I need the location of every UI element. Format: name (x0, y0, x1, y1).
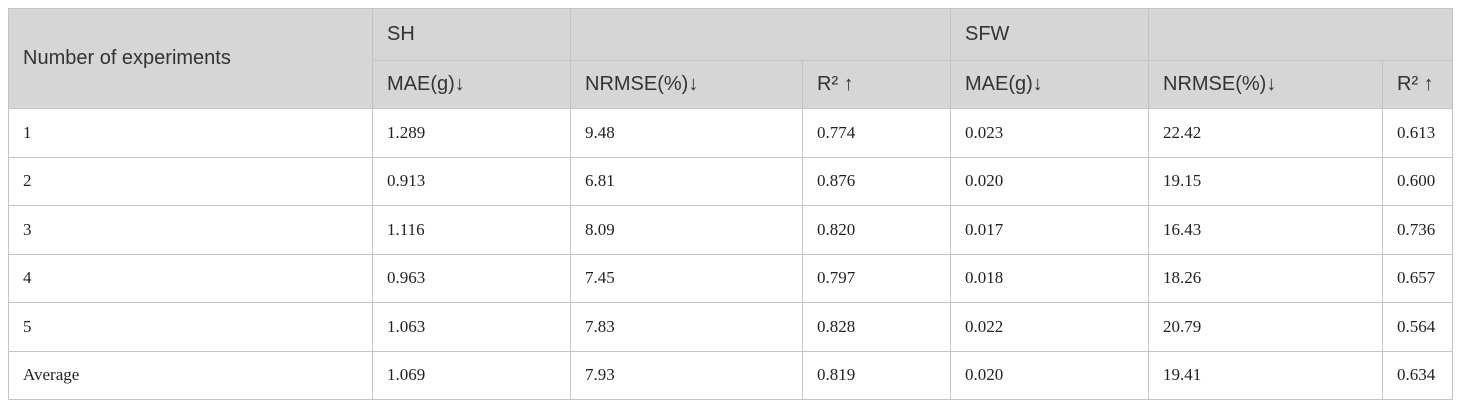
table-cell: 0.876 (802, 156, 951, 206)
table-cell: 19.41 (1148, 350, 1383, 400)
table-cell: 0.017 (950, 205, 1149, 255)
column-header: NRMSE(%)↓ (570, 60, 803, 109)
column-header: R² ↑ (802, 60, 951, 109)
table-cell: 18.26 (1148, 253, 1383, 303)
table-cell: 0.020 (950, 156, 1149, 206)
table-cell: 0.736 (1382, 205, 1453, 255)
table-body: 1 1.289 9.48 0.774 0.023 22.42 0.613 2 0.913 6.81… (8, 108, 1453, 400)
column-header: R² ↑ (1382, 60, 1453, 109)
table-cell: 0.819 (802, 350, 951, 400)
table-row: 5 1.063 7.83 0.828 0.022 20.79 0.564 (8, 302, 1453, 352)
table-cell: 1.116 (372, 205, 571, 255)
table-cell: 7.83 (570, 302, 803, 352)
header-cell: Number of experiments (8, 8, 373, 109)
table-cell: 0.913 (372, 156, 571, 206)
column-header: MAE(g)↓ (950, 60, 1149, 109)
table-cell: 0.657 (1382, 253, 1453, 303)
table-row: 2 0.913 6.81 0.876 0.020 19.15 0.600 (8, 156, 1453, 206)
table-row: 4 0.963 7.45 0.797 0.018 18.26 0.657 (8, 253, 1453, 303)
table-cell: 0.022 (950, 302, 1149, 352)
table-cell: 1.063 (372, 302, 571, 352)
header-cell: SFW (950, 8, 1149, 61)
table-cell: 20.79 (1148, 302, 1383, 352)
column-header: MAE(g)↓ (372, 60, 571, 109)
table-cell: 4 (8, 253, 373, 303)
table-cell: 1.069 (372, 350, 571, 400)
table-row: Average 1.069 7.93 0.819 0.020 19.41 0.634 (8, 350, 1453, 400)
table-cell: 0.797 (802, 253, 951, 303)
table-cell: Average (8, 350, 373, 400)
header-row: Number of experiments SH SFW (8, 8, 1453, 109)
results-table: Number of experiments SH SFW MAE(g)↓ NRMS… (8, 8, 1453, 400)
table-cell: 0.613 (1382, 108, 1453, 158)
table-cell: 7.93 (570, 350, 803, 400)
table-cell: 1.289 (372, 108, 571, 158)
table-cell: 0.828 (802, 302, 951, 352)
table-header: Number of experiments SH SFW MAE(g)↓ NRMS… (8, 8, 1453, 109)
table-cell: 5 (8, 302, 373, 352)
table-cell: 0.820 (802, 205, 951, 255)
column-header: NRMSE(%)↓ (1148, 60, 1383, 109)
header-cell (570, 8, 951, 61)
table-cell: 3 (8, 205, 373, 255)
table-cell: 8.09 (570, 205, 803, 255)
table-cell: 0.564 (1382, 302, 1453, 352)
table-cell: 19.15 (1148, 156, 1383, 206)
table-cell: 9.48 (570, 108, 803, 158)
table-cell: 2 (8, 156, 373, 206)
table-cell: 0.023 (950, 108, 1149, 158)
table-cell: 0.018 (950, 253, 1149, 303)
table-cell: 0.600 (1382, 156, 1453, 206)
table-row: 1 1.289 9.48 0.774 0.023 22.42 0.613 (8, 108, 1453, 158)
table-cell: 7.45 (570, 253, 803, 303)
header-cell: SH (372, 8, 571, 61)
header-cell (1148, 8, 1453, 61)
table-row: 3 1.116 8.09 0.820 0.017 16.43 0.736 (8, 205, 1453, 255)
table-cell: 0.963 (372, 253, 571, 303)
table-cell: 1 (8, 108, 373, 158)
table-cell: 0.634 (1382, 350, 1453, 400)
header-row: MAE(g)↓ NRMSE(%)↓ R² ↑ MAE(g)↓ NRMSE(%)↓ R² ↑ (9, 60, 1453, 109)
table-cell: 22.42 (1148, 108, 1383, 158)
table-cell: 0.020 (950, 350, 1149, 400)
table-cell: 0.774 (802, 108, 951, 158)
table-cell: 16.43 (1148, 205, 1383, 255)
table-cell: 6.81 (570, 156, 803, 206)
